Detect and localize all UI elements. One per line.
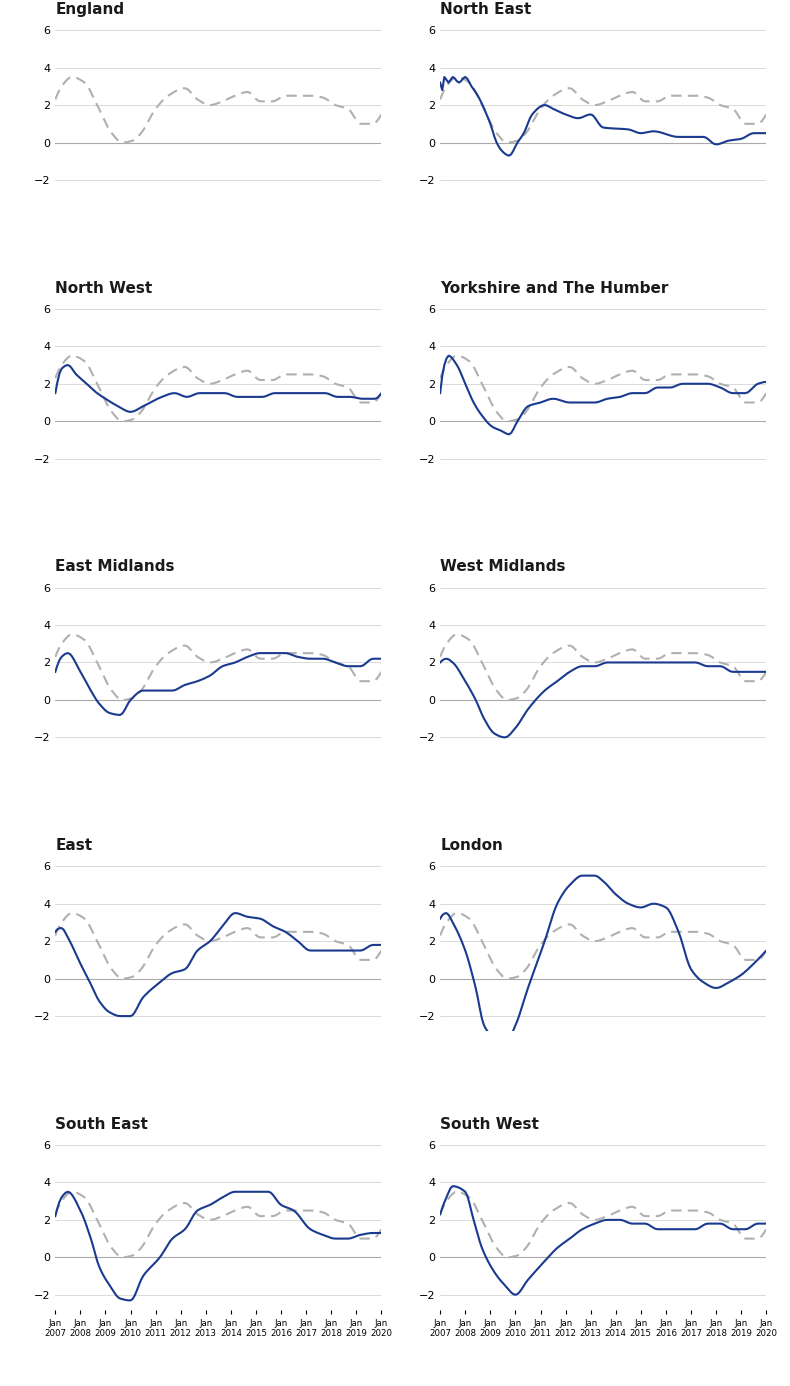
Text: South West: South West — [440, 1117, 539, 1131]
Text: West Midlands: West Midlands — [440, 559, 566, 574]
Text: England: England — [55, 1, 125, 17]
Text: East: East — [55, 839, 92, 852]
Text: South East: South East — [55, 1117, 149, 1131]
Text: East Midlands: East Midlands — [55, 559, 175, 574]
Text: North West: North West — [55, 280, 152, 295]
Text: Yorkshire and The Humber: Yorkshire and The Humber — [440, 280, 668, 295]
Text: London: London — [440, 839, 503, 852]
Text: North East: North East — [440, 1, 532, 17]
